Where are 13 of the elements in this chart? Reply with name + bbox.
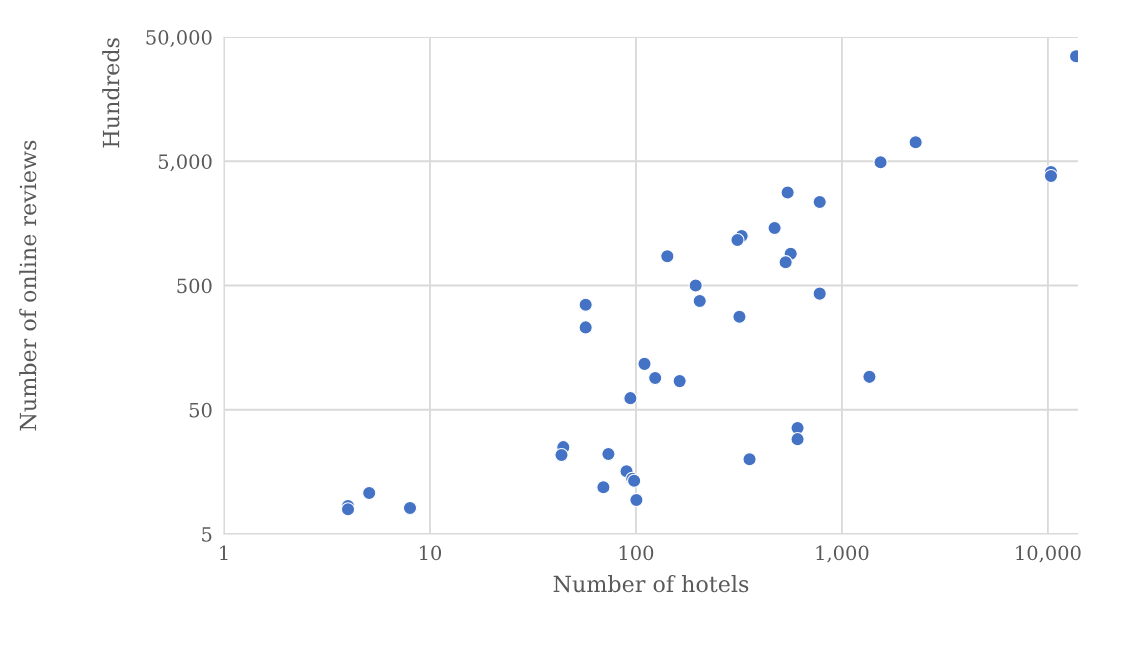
- y-tick-label: 50,000: [146, 29, 212, 48]
- y-axis-title: Number of online reviews: [19, 140, 37, 431]
- y-tick-label: 50: [189, 402, 212, 418]
- y-tick-label: 5,000: [158, 154, 212, 172]
- x-tick-label: 100: [619, 545, 654, 561]
- x-tick-label: 1: [220, 545, 228, 560]
- x-tick-label: 10,000: [1016, 545, 1081, 563]
- y-tick-label: 5: [202, 527, 212, 542]
- text: Hundreds: [102, 38, 120, 148]
- x-tick-label: 1,000: [816, 545, 869, 563]
- x-axis-title: Number of hotels: [553, 575, 749, 593]
- x-tick-label: 10: [419, 545, 442, 561]
- y-tick-label: 500: [177, 278, 212, 294]
